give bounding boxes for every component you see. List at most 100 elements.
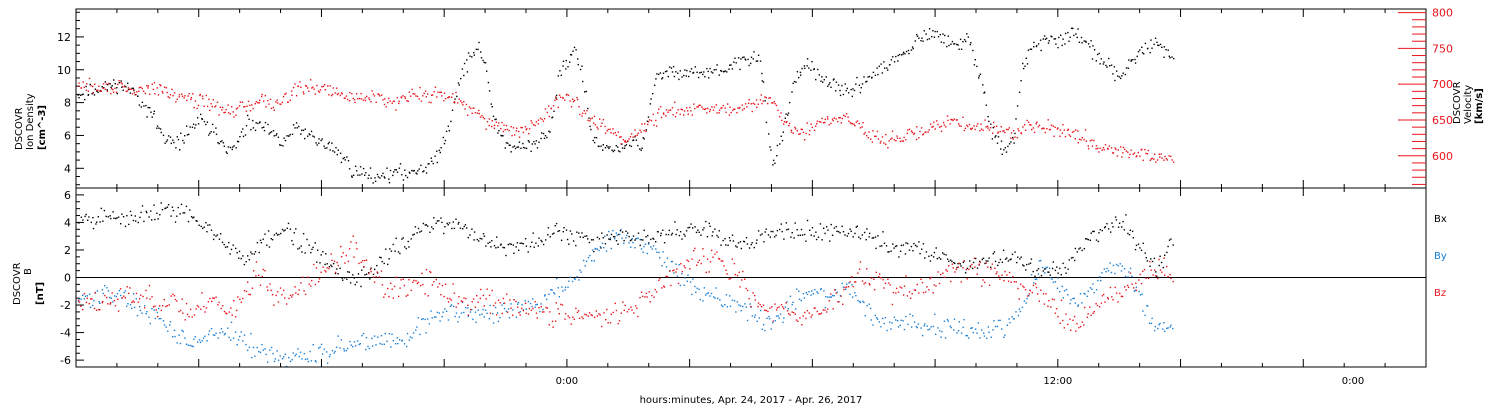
- velocity-axis-label-line2: Velocity: [1463, 85, 1474, 124]
- data-point: [133, 89, 135, 92]
- data-point: [495, 314, 498, 316]
- data-point: [292, 352, 294, 354]
- data-point: [179, 342, 182, 345]
- data-point: [321, 86, 323, 88]
- data-point: [1139, 247, 1141, 249]
- data-point: [540, 306, 542, 308]
- data-point: [400, 97, 403, 99]
- data-point: [1010, 258, 1012, 260]
- data-point: [822, 122, 825, 124]
- data-point: [558, 94, 561, 96]
- data-point: [579, 236, 581, 238]
- data-point: [966, 335, 968, 337]
- data-point: [424, 293, 426, 295]
- data-point: [576, 311, 579, 314]
- data-point: [467, 314, 470, 316]
- data-point: [217, 337, 219, 339]
- data-point: [598, 238, 601, 240]
- data-point: [1143, 53, 1145, 55]
- data-point: [718, 109, 721, 111]
- data-point: [96, 90, 98, 93]
- data-point: [318, 347, 320, 349]
- ion-density-tick-label: 6: [64, 129, 71, 142]
- data-point: [665, 266, 668, 268]
- data-point: [354, 165, 357, 167]
- data-point: [129, 92, 131, 94]
- data-point: [837, 120, 839, 123]
- data-point: [930, 123, 932, 125]
- data-point: [214, 106, 216, 108]
- data-point: [746, 319, 749, 322]
- data-point: [258, 102, 260, 104]
- data-point: [394, 169, 396, 171]
- data-point: [168, 97, 171, 99]
- data-point: [353, 277, 355, 279]
- data-point: [332, 87, 334, 89]
- data-point: [754, 294, 756, 297]
- data-point: [577, 58, 579, 60]
- data-point: [905, 139, 907, 141]
- velocity-axis-label: DSCOVR Velocity [km/s]: [1452, 81, 1485, 124]
- data-point: [851, 95, 853, 98]
- data-point: [118, 290, 121, 292]
- data-point: [595, 137, 598, 139]
- data-point: [1081, 249, 1083, 252]
- data-point: [310, 130, 313, 133]
- data-point: [1170, 324, 1172, 326]
- data-point: [833, 78, 835, 80]
- data-point: [516, 127, 518, 129]
- data-point: [260, 242, 263, 244]
- data-point: [1102, 63, 1105, 65]
- data-point: [300, 86, 302, 88]
- data-point: [531, 143, 533, 145]
- data-point: [1006, 324, 1008, 326]
- data-point: [496, 312, 499, 314]
- data-point: [240, 257, 242, 260]
- data-point: [205, 222, 207, 224]
- data-point: [842, 303, 844, 305]
- data-point: [368, 272, 370, 275]
- data-point: [930, 276, 932, 279]
- data-point: [542, 120, 545, 122]
- data-point: [779, 313, 782, 315]
- data-point: [557, 75, 559, 77]
- data-point: [412, 281, 414, 283]
- data-point: [564, 313, 567, 315]
- data-point: [958, 262, 961, 265]
- data-point: [330, 264, 332, 266]
- data-point: [1024, 289, 1027, 291]
- data-point: [133, 89, 135, 91]
- data-point: [764, 100, 766, 102]
- data-point: [725, 294, 728, 296]
- data-point: [783, 238, 785, 240]
- data-point: [328, 94, 330, 96]
- data-point: [949, 259, 952, 261]
- data-point: [245, 110, 248, 112]
- data-point: [669, 109, 672, 111]
- data-point: [347, 160, 350, 162]
- data-point: [789, 295, 792, 297]
- data-point: [555, 97, 557, 99]
- data-point: [160, 84, 162, 87]
- data-point: [94, 88, 96, 90]
- data-point: [696, 264, 698, 266]
- data-point: [677, 72, 679, 74]
- data-point: [1124, 148, 1126, 151]
- data-point: [1120, 270, 1123, 272]
- data-point: [373, 335, 376, 337]
- data-point: [183, 212, 186, 214]
- data-point: [128, 292, 130, 295]
- data-point: [802, 293, 805, 295]
- data-point: [880, 326, 882, 328]
- data-point: [102, 292, 104, 295]
- data-point: [362, 332, 365, 335]
- data-point: [1073, 34, 1075, 37]
- data-point: [529, 245, 532, 248]
- data-point: [547, 105, 550, 107]
- data-point: [974, 328, 977, 330]
- data-point: [352, 97, 354, 100]
- data-point: [796, 229, 798, 231]
- data-point: [612, 229, 614, 232]
- data-point: [1134, 58, 1136, 61]
- data-point: [952, 119, 954, 122]
